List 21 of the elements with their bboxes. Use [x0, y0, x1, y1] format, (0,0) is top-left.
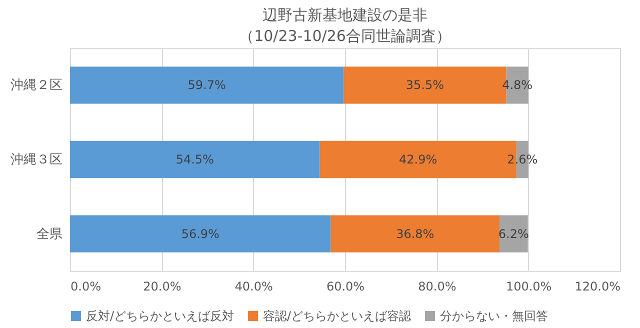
- data-label: 59.7%: [188, 78, 226, 92]
- x-tick-label: 120.0%: [574, 280, 620, 294]
- data-label: 35.5%: [406, 78, 444, 92]
- x-tick-label: 20.0%: [143, 280, 182, 294]
- data-label: 54.5%: [176, 152, 214, 166]
- y-tick-label: 全県: [36, 226, 62, 242]
- x-tick-label: 0.0%: [70, 280, 101, 294]
- legend-label: 分からない・無回答: [440, 309, 548, 323]
- data-label: 56.9%: [181, 226, 220, 241]
- legend-label: 容認/どちらかといえば容認: [263, 309, 412, 323]
- x-tick-label: 40.0%: [234, 280, 273, 294]
- x-tick-label: 100.0%: [506, 280, 552, 294]
- x-tick-label: 60.0%: [326, 280, 365, 294]
- data-label: 36.8%: [396, 226, 434, 241]
- data-label: 42.9%: [399, 152, 438, 166]
- y-tick-label: 沖縄２区: [10, 78, 62, 94]
- y-tick-label: 沖縄３区: [10, 152, 62, 168]
- chart-title: 辺野古新基地建設の是非: [262, 6, 428, 24]
- x-tick-label: 80.0%: [418, 280, 456, 294]
- chart-subtitle: （10/23-10/26合同世論調査）: [239, 27, 451, 45]
- legend-label: 反対/どちらかといえば反対: [86, 309, 234, 323]
